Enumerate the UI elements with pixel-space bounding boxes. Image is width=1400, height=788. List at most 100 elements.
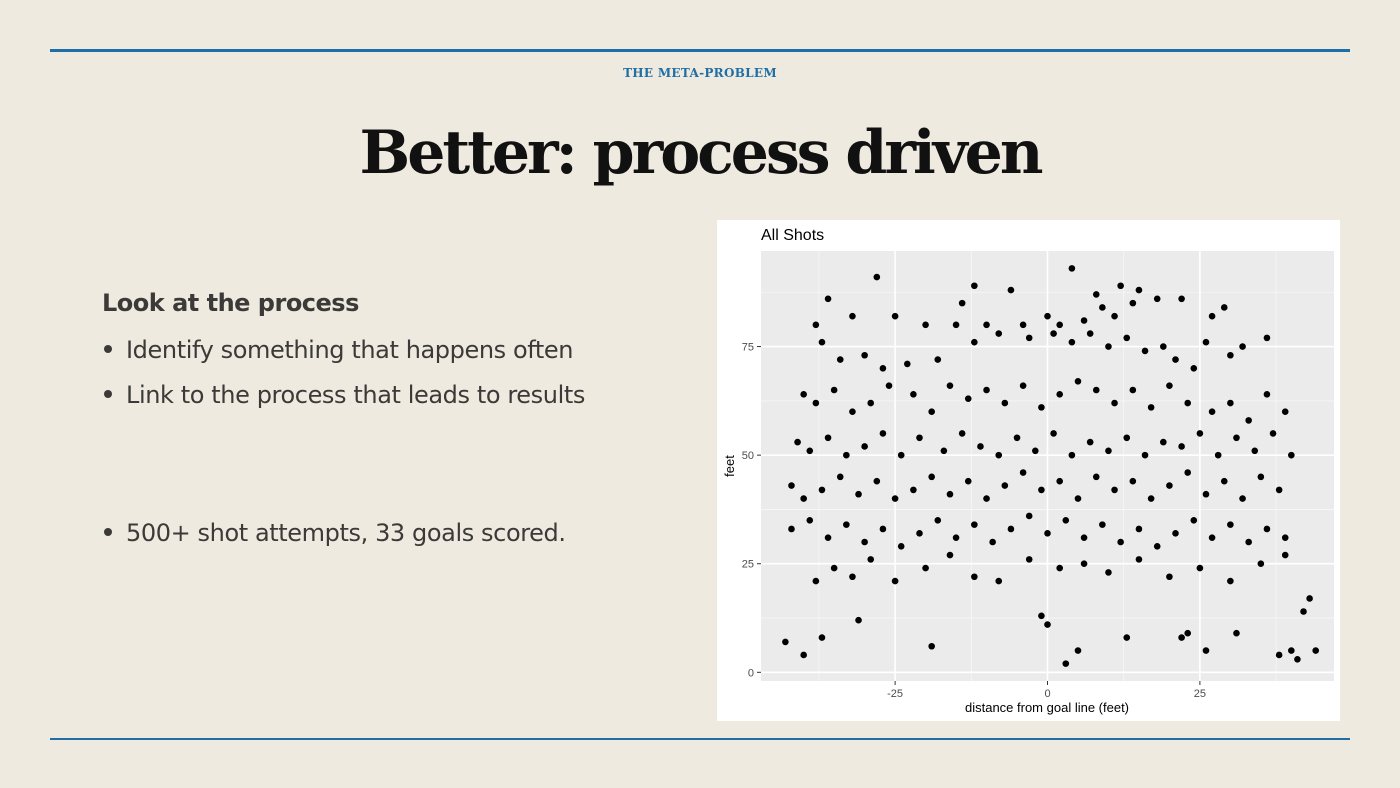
data-point (1068, 451, 1076, 459)
data-point (958, 299, 966, 307)
data-point (1227, 577, 1234, 585)
data-point (1123, 434, 1131, 442)
data-point (1227, 399, 1234, 407)
data-point (995, 451, 1003, 459)
data-point (1257, 473, 1265, 481)
y-axis-label: feet (722, 455, 737, 477)
data-point (879, 525, 887, 533)
section-eyebrow: THE META-PROBLEM (623, 66, 777, 80)
data-point (1288, 451, 1295, 459)
data-point (788, 482, 795, 489)
data-point (1141, 347, 1149, 355)
data-point (1117, 538, 1124, 546)
data-point (885, 382, 893, 389)
data-point (928, 408, 935, 416)
data-point (1190, 364, 1198, 372)
data-point (922, 564, 929, 572)
data-point (1166, 482, 1173, 489)
data-point (995, 577, 1003, 585)
data-point (1044, 530, 1051, 537)
data-point (916, 530, 923, 537)
bullet-item: Link to the process that leads to result… (104, 381, 585, 409)
data-point (940, 447, 948, 455)
data-point (1294, 655, 1301, 663)
data-point (1208, 312, 1216, 320)
data-point (1062, 516, 1070, 524)
data-point (1001, 399, 1009, 407)
data-point (928, 473, 935, 481)
data-point (1123, 634, 1131, 641)
data-point (952, 534, 960, 541)
data-point (1129, 477, 1137, 485)
bullet-dot (104, 345, 112, 353)
data-point (1257, 560, 1265, 568)
data-point (1038, 404, 1045, 411)
data-point (1263, 391, 1271, 398)
data-point (1233, 629, 1240, 637)
data-point (1153, 295, 1161, 303)
data-point (1275, 486, 1283, 494)
data-point (867, 399, 875, 407)
scatter-chart-card: All Shots -25 0 25 0 25 50 75 distance from g… (717, 220, 1340, 721)
data-point (891, 495, 899, 502)
data-point (1025, 512, 1033, 520)
data-point (1050, 330, 1057, 337)
data-point (983, 495, 990, 502)
data-point (971, 282, 978, 290)
data-point (849, 408, 856, 416)
data-point (1184, 629, 1192, 637)
data-point (794, 438, 801, 446)
data-point (977, 443, 984, 450)
data-point (1147, 404, 1155, 411)
bullet-item: 500+ shot attempts, 33 goals scored. (104, 519, 566, 547)
data-point (1178, 634, 1185, 641)
data-point (1044, 312, 1051, 320)
data-point (971, 521, 978, 528)
data-point (1105, 569, 1112, 576)
data-point (806, 516, 814, 524)
data-point (1135, 556, 1143, 563)
bullet-item: Identify something that happens often (104, 336, 573, 364)
data-point (782, 638, 789, 646)
data-point (1056, 477, 1063, 485)
x-axis: -25 0 25 (887, 681, 1206, 700)
data-point (1068, 265, 1076, 272)
data-point (1074, 647, 1082, 654)
scatter-chart: All Shots -25 0 25 0 25 50 75 distance from g… (722, 227, 1334, 715)
data-point (1092, 386, 1100, 394)
data-point (1166, 382, 1173, 389)
data-point (1074, 495, 1082, 502)
data-point (788, 525, 795, 533)
top-rule (50, 49, 1350, 52)
data-point (1208, 408, 1216, 416)
data-point (843, 521, 850, 528)
data-point (1105, 447, 1112, 455)
data-point (952, 321, 960, 329)
data-point (1202, 338, 1210, 346)
data-point (1178, 295, 1185, 303)
data-point (1233, 434, 1240, 442)
bullet-dot (104, 528, 112, 536)
data-point (1056, 391, 1063, 398)
data-point (1019, 321, 1027, 329)
bottom-rule (50, 738, 1350, 740)
data-point (1025, 556, 1033, 563)
data-point (995, 330, 1003, 337)
data-point (830, 564, 838, 572)
x-tick-label: 25 (1194, 688, 1206, 700)
data-point (1019, 382, 1027, 389)
data-point (1227, 351, 1234, 359)
data-point (1013, 434, 1021, 442)
data-point (1056, 321, 1063, 329)
data-point (964, 477, 972, 485)
data-point (1135, 525, 1143, 533)
data-point (1263, 334, 1271, 342)
data-point (1190, 516, 1198, 524)
lead-heading: Look at the process (102, 289, 359, 317)
x-tick-label: -25 (887, 688, 903, 700)
data-point (1111, 486, 1118, 494)
data-point (824, 534, 832, 541)
data-point (1220, 304, 1228, 311)
data-point (1068, 338, 1076, 346)
data-point (1263, 525, 1271, 533)
